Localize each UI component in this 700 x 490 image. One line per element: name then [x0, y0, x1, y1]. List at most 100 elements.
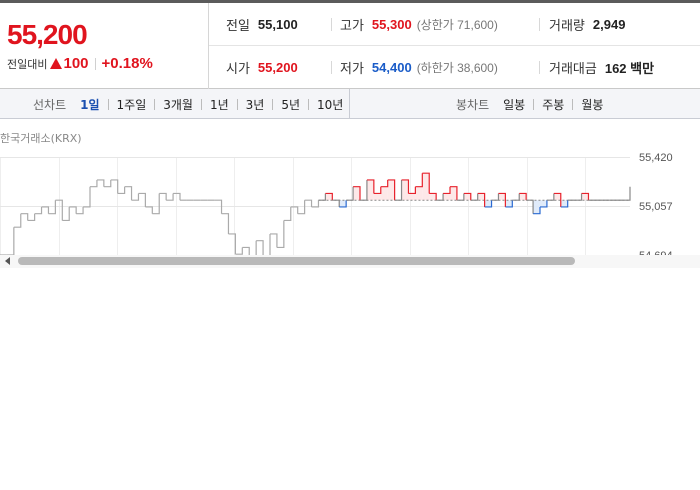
volume-value: 2,949 [592, 17, 626, 32]
line-tab-5[interactable]: 3년 [245, 97, 265, 112]
upper-limit: (상한가 71,600) [416, 18, 498, 32]
price-line-segment [6, 227, 15, 255]
up-area-fill [450, 186, 457, 201]
divider [94, 57, 96, 70]
high-value: 55,300 [371, 17, 412, 32]
open-value: 55,200 [257, 60, 298, 75]
candle-tab-3[interactable]: 월봉 [581, 97, 604, 112]
up-area-fill [373, 193, 381, 201]
up-area-fill [477, 193, 485, 201]
divider [200, 98, 202, 110]
line-chart-heading: 선차트 [33, 97, 67, 112]
price-line-segment [131, 193, 140, 201]
price-line-segment [90, 179, 98, 188]
line-tab-1[interactable]: 1일 [80, 97, 100, 112]
up-area-fill [553, 193, 561, 201]
price-line-segment [450, 186, 458, 201]
price-line-segment [436, 193, 444, 201]
price-line-segment [48, 200, 56, 215]
price-line-segment [325, 192, 333, 201]
price-line-segment [255, 240, 257, 255]
up-area-fill [422, 173, 430, 201]
price-line-segment [366, 179, 375, 194]
price-line-segment [353, 186, 361, 201]
change-label: 전일대비 [7, 57, 48, 71]
candle-chart-tabs: 봉차트 일봉 주봉 월봉 [351, 89, 700, 119]
price-line-segment [20, 213, 29, 221]
up-area-fill [380, 186, 388, 201]
price-line-segment [124, 186, 133, 201]
divider [154, 98, 156, 110]
price-line-segment [498, 192, 506, 207]
price-line-segment [256, 240, 264, 255]
turnover-value: 162 백만 [604, 61, 655, 76]
line-tab-4[interactable]: 1년 [209, 97, 229, 112]
change-row: 전일대비 100 +0.18% [7, 55, 153, 72]
price-line-segment [242, 246, 250, 255]
price-line-segment [83, 186, 91, 208]
price-line-segment [401, 179, 410, 194]
low-label: 저가 [340, 62, 364, 77]
price-line-segment [477, 192, 486, 207]
scroll-left-icon[interactable] [5, 257, 10, 265]
candle-chart-heading: 봉차트 [456, 97, 490, 112]
price-line-segment [394, 179, 403, 201]
open-cell: 시가 55,200 [226, 46, 298, 89]
price-line-segment [110, 179, 119, 194]
price-line-segment [623, 186, 631, 201]
up-area-fill [429, 193, 437, 201]
price-line-segment [533, 206, 541, 215]
candle-tab-1[interactable]: 일봉 [503, 97, 526, 112]
price-line-segment [553, 192, 562, 207]
divider [308, 98, 310, 110]
divider [272, 98, 274, 110]
volume-label: 거래량 [549, 19, 585, 34]
lower-limit: (하한가 38,600) [416, 61, 498, 75]
down-area-fill [505, 200, 513, 207]
chart-scrollbar[interactable] [0, 255, 700, 268]
scroll-thumb[interactable] [18, 257, 575, 265]
down-area-fill [339, 200, 347, 207]
price-line-segment [311, 200, 320, 208]
price-line-segment [346, 186, 354, 201]
price-line-segment [387, 179, 396, 201]
price-line-segment [318, 193, 326, 201]
price-line-segment [373, 186, 382, 195]
candle-tab-2[interactable]: 주봉 [542, 97, 565, 112]
up-area-fill [443, 193, 450, 201]
line-tab-6[interactable]: 5년 [281, 97, 301, 112]
high-label: 고가 [340, 19, 364, 34]
y-tick-label: 54,694 [639, 250, 673, 255]
price-line-segment [560, 200, 569, 208]
price-line-segment [443, 186, 451, 195]
up-area-fill [325, 193, 333, 201]
price-line-segment [512, 193, 520, 201]
price-line-segment [69, 206, 77, 214]
price-line-segment [505, 200, 513, 208]
up-triangle-icon [50, 58, 63, 69]
line-tab-2[interactable]: 1주일 [116, 97, 147, 112]
price-line-segment [214, 199, 223, 214]
current-price: 55,200 [7, 19, 88, 50]
price-line-segment [221, 213, 230, 234]
turnover-label: 거래대금 [549, 62, 597, 77]
price-line-segment [34, 206, 43, 215]
prev-close-cell: 전일 55,100 [226, 3, 298, 46]
low-value: 54,400 [371, 60, 412, 75]
price-line-segment [290, 206, 299, 214]
divider [533, 98, 535, 110]
price-line-segment [297, 200, 306, 215]
price-line-segment [103, 179, 112, 188]
price-line-segment [62, 206, 70, 222]
line-tab-7[interactable]: 10년 [317, 97, 344, 112]
open-label: 시가 [226, 62, 250, 77]
line-tab-3[interactable]: 3개월 [163, 97, 193, 112]
y-tick-label: 55,420 [639, 152, 673, 164]
price-line-segment [117, 186, 126, 195]
volume-cell: 거래량 2,949 [539, 3, 625, 46]
up-area-fill [581, 193, 589, 201]
price-line-segment [429, 192, 437, 201]
price-line-segment [145, 206, 153, 214]
price-line-segment [360, 179, 368, 201]
